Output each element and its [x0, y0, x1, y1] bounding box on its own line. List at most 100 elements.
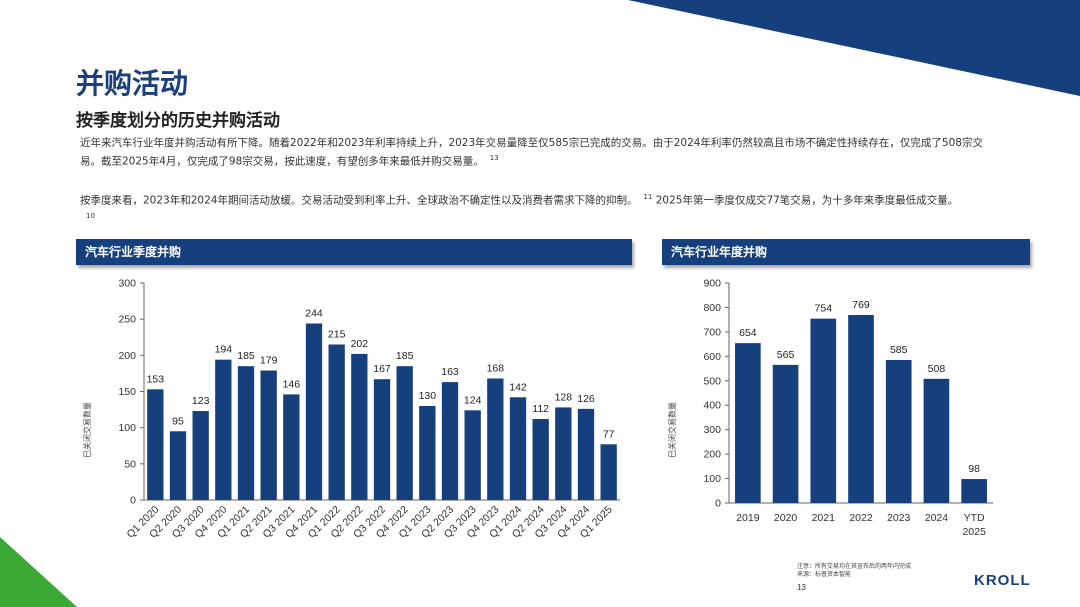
y-tick-label: 250: [118, 314, 136, 326]
x-tick-label: 2020: [774, 512, 798, 524]
bar-2019: [735, 343, 761, 503]
y-tick-label: 50: [124, 458, 136, 470]
paragraph2b-text: 2025年第一季度仅成交77笔交易，为十多年来季度最低成交量。: [655, 194, 959, 207]
page-number: 13: [797, 583, 806, 592]
bar-value-label: 126: [577, 393, 595, 405]
bar-value-label: 168: [487, 362, 505, 374]
page-title: 并购活动: [76, 67, 189, 100]
bar-value-label: 185: [396, 350, 414, 362]
bar-value-label: 123: [192, 395, 210, 407]
bar-value-label: 142: [509, 381, 527, 393]
bar-value-label: 202: [351, 338, 369, 350]
paragraph1-reference: 13: [489, 154, 499, 162]
bar-q2-2021: [260, 370, 277, 500]
quarterly-chart-title: 汽车行业季度并购: [76, 239, 632, 265]
bar-q2-2024: [532, 418, 549, 500]
x-tick-label: YTD 2025: [962, 512, 986, 538]
paragraph2-reference-2: 10: [86, 211, 95, 220]
y-tick-label: 200: [118, 350, 136, 362]
bar-value-label: 128: [555, 391, 573, 403]
y-tick-label: 100: [118, 422, 136, 434]
bar-q2-2020: [169, 431, 187, 500]
bar-q2-2023: [441, 382, 459, 500]
bar-value-label: 754: [815, 303, 833, 315]
bottom-left-green-triangle: [0, 537, 77, 607]
bar-value-label: 95: [172, 415, 184, 427]
x-tick-label: 2021: [812, 512, 836, 524]
bar-2023: [885, 360, 912, 503]
bar-value-label: 77: [603, 428, 615, 440]
kroll-logo: KROLL: [974, 572, 1031, 589]
bar-q4-2022: [396, 366, 413, 500]
bar-value-label: 194: [215, 344, 233, 356]
bar-value-label: 244: [305, 308, 323, 320]
y-tick-label: 500: [703, 375, 721, 387]
bar-2022: [848, 315, 874, 503]
annual-chart-title: 汽车行业年度并购: [662, 239, 1030, 265]
page-subtitle: 按季度划分的历史并购活动: [76, 111, 280, 131]
footer-note-completion: 注意：所有交易均在其宣布后的两年内完成: [797, 563, 912, 570]
bar-value-label: 153: [147, 373, 165, 385]
x-tick-label: 2019: [736, 512, 760, 524]
bar-value-label: 185: [237, 350, 255, 362]
bar-2020: [772, 364, 799, 503]
x-tick-label: 2022: [849, 512, 873, 524]
bar-q3-2020: [192, 411, 209, 500]
bar-value-label: 112: [532, 403, 549, 415]
y-axis-title: 已关闭交易数量: [667, 402, 677, 458]
bar-q1-2021: [237, 366, 255, 500]
y-axis-title: 已关闭交易数量: [82, 402, 92, 458]
bar-value-label: 124: [464, 394, 482, 406]
y-tick-label: 150: [118, 386, 136, 398]
bar-q3-2022: [373, 379, 391, 500]
footer-notes: 注意：所有交易均在其宣布后的两年内完成 来源：标普资本智能: [797, 563, 911, 579]
intro-paragraph-quarterly: 按季度来看，2023年和2024年期间活动放缓。交易活动受到利率上升、全球政治不…: [80, 190, 960, 227]
y-tick-label: 600: [703, 351, 721, 363]
bar-2024: [923, 378, 950, 503]
intro-paragraph-annual: 近年来汽车行业年度并购活动有所下降。随着2022年和2023年利率持续上升，20…: [80, 136, 1000, 170]
footer-note-source: 来源：标普资本智能: [797, 571, 852, 578]
bar-q1-2024: [509, 397, 527, 500]
bar-value-label: 98: [968, 463, 980, 475]
y-tick-label: 300: [118, 278, 136, 290]
y-tick-label: 800: [703, 302, 721, 314]
y-tick-label: 200: [703, 449, 721, 461]
bar-q4-2020: [215, 359, 232, 500]
bar-value-label: 508: [928, 363, 946, 375]
bar-value-label: 179: [260, 355, 278, 367]
y-tick-label: 0: [130, 495, 136, 507]
y-tick-label: 900: [703, 278, 721, 290]
bar-q2-2022: [351, 353, 368, 500]
bar-value-label: 167: [373, 363, 391, 375]
bar-q3-2023: [464, 410, 481, 500]
paragraph2-text: 按季度来看，2023年和2024年期间活动放缓。交易活动受到利率上升、全球政治不…: [80, 194, 638, 207]
bar-value-label: 130: [419, 390, 437, 402]
bar-value-label: 215: [328, 328, 346, 340]
y-tick-label: 300: [703, 424, 721, 436]
bar-q1-2020: [147, 389, 164, 500]
bar-value-label: 146: [283, 378, 301, 390]
top-right-navy-triangle: [628, 0, 1080, 96]
x-tick-label: 2024: [925, 512, 949, 524]
bar-2021: [810, 318, 837, 503]
bar-q3-2021: [283, 394, 300, 500]
bar-q1-2023: [419, 405, 436, 500]
bar-q4-2021: [305, 323, 323, 500]
bar-value-label: 654: [739, 327, 757, 339]
bar-q1-2022: [328, 344, 345, 500]
bar-value-label: 565: [777, 349, 795, 361]
paragraph1-text: 近年来汽车行业年度并购活动有所下降。随着2022年和2023年利率持续上升，20…: [80, 137, 983, 168]
bar-q3-2024: [555, 407, 572, 500]
bar-value-label: 163: [441, 366, 459, 378]
bar-value-label: 585: [890, 344, 908, 356]
y-tick-label: 100: [703, 473, 721, 485]
bar-q1-2025: [600, 444, 617, 500]
x-tick-label: 2023: [887, 512, 911, 524]
bar-ytd-2025: [961, 479, 987, 503]
y-tick-label: 0: [715, 498, 721, 510]
bar-q4-2024: [577, 408, 595, 500]
paragraph2-reference-1: 11: [643, 193, 653, 201]
